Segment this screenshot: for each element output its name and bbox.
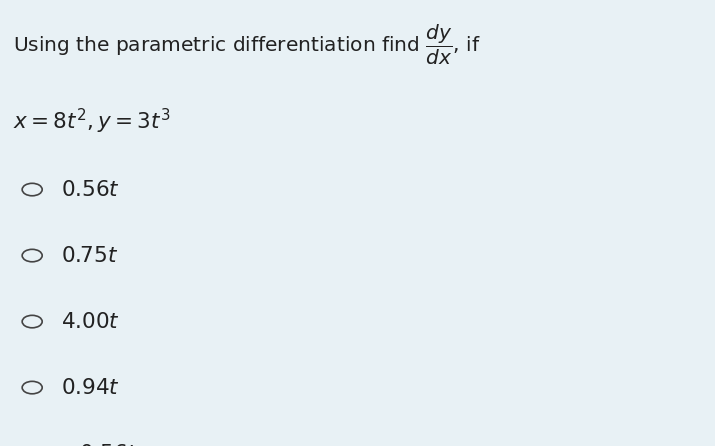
- Text: $x = 8t^2, y = 3t^3$: $x = 8t^2, y = 3t^3$: [13, 107, 170, 136]
- Text: Using the parametric differentiation find $\dfrac{dy}{dx}$, if: Using the parametric differentiation fin…: [13, 22, 480, 66]
- Text: 0.75$t$: 0.75$t$: [61, 246, 118, 265]
- Text: 0.56$t$: 0.56$t$: [61, 180, 119, 199]
- Text: 4.00$t$: 4.00$t$: [61, 312, 119, 331]
- Text: $-$0.56$t$: $-$0.56$t$: [61, 444, 138, 446]
- Text: 0.94$t$: 0.94$t$: [61, 378, 119, 397]
